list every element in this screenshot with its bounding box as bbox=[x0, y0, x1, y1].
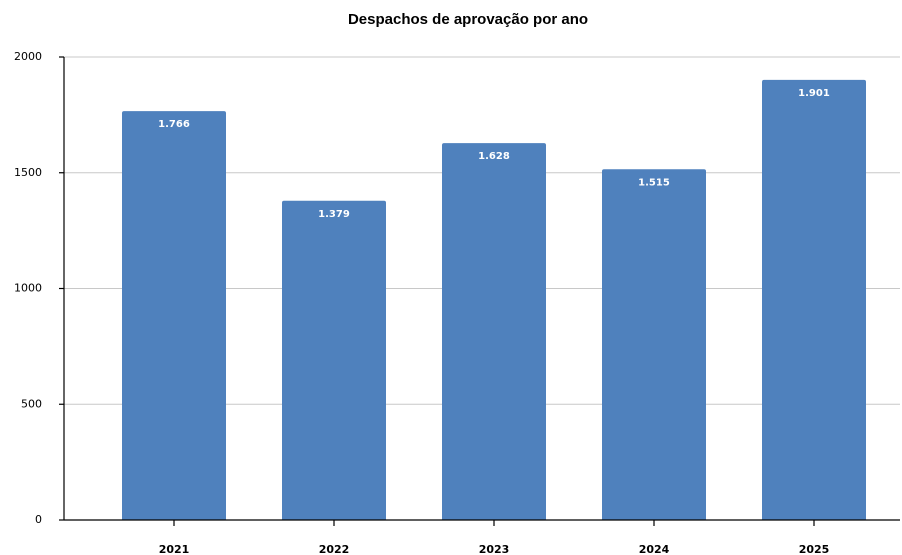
bar bbox=[122, 111, 226, 521]
data-label: 1.379 bbox=[318, 209, 350, 220]
bar bbox=[442, 143, 546, 521]
bar bbox=[762, 79, 866, 520]
data-label: 1.901 bbox=[798, 88, 830, 99]
x-tick-label: 2025 bbox=[799, 543, 830, 555]
chart-title: Despachos de aprovação por ano bbox=[348, 11, 588, 28]
data-label: 1.628 bbox=[478, 151, 510, 162]
x-tick-label: 2021 bbox=[159, 543, 190, 555]
data-label: 1.766 bbox=[158, 119, 190, 130]
x-tick-label: 2023 bbox=[479, 543, 510, 555]
data-label: 1.515 bbox=[638, 177, 670, 188]
y-tick-label: 2000 bbox=[14, 50, 42, 63]
x-tick-label: 2022 bbox=[319, 543, 350, 555]
y-tick-label: 1000 bbox=[14, 282, 42, 295]
bar bbox=[602, 169, 706, 520]
y-tick-label: 1500 bbox=[14, 166, 42, 179]
y-tick-label: 500 bbox=[21, 397, 42, 410]
bar bbox=[282, 200, 386, 520]
x-tick-label: 2024 bbox=[639, 543, 670, 555]
y-tick-label: 0 bbox=[35, 513, 42, 526]
